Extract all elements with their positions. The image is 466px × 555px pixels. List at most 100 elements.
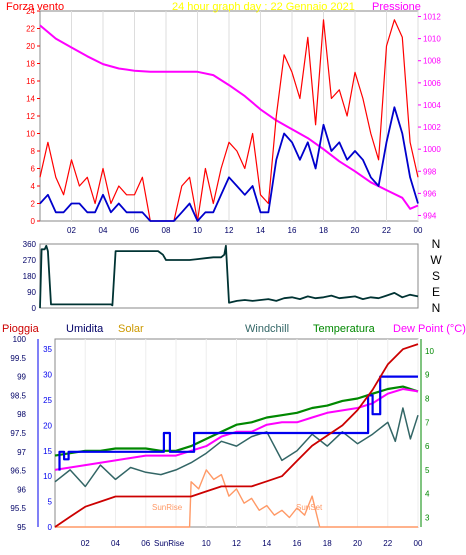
- wind-axis-tick-label: 14: [26, 95, 35, 104]
- pioggia-axis-tick-label: 0: [48, 523, 53, 532]
- weather-x-tick-label: 06: [141, 539, 150, 548]
- pressure-axis-tick-label: 994: [423, 211, 437, 220]
- wind-axis-tick-label: 0: [31, 217, 36, 226]
- wind-direction-line: [39, 244, 419, 309]
- weather-x-tick-label: 12: [232, 539, 241, 548]
- weather-x-tick-label: 14: [262, 539, 271, 548]
- wind-x-tick-label: 02: [67, 226, 76, 235]
- pioggia-axis-tick-label: 10: [43, 472, 52, 481]
- pressure-axis-tick-label: 1006: [423, 79, 441, 88]
- wind-x-tick-label: 14: [256, 226, 265, 235]
- weather-x-tick-label: 18: [323, 539, 332, 548]
- legend-pioggia: Pioggia: [2, 323, 40, 335]
- temperatura-axis-tick-label: 8: [425, 394, 430, 403]
- wind-axis-tick-label: 12: [26, 112, 35, 121]
- umidita-line: [58, 375, 418, 471]
- weather-x-tick-label: 22: [383, 539, 392, 548]
- wind-x-tick-label: 16: [288, 226, 297, 235]
- pioggia-line: [54, 343, 419, 528]
- direction-compass-label: S: [432, 269, 440, 283]
- pioggia-axis-tick-label: 15: [43, 447, 52, 456]
- umidita-axis-tick-label: 95: [17, 523, 26, 532]
- legend-umidita: Umidita: [66, 323, 104, 335]
- wind-average-line: [39, 106, 419, 222]
- umidita-axis-tick-label: 97: [17, 448, 26, 457]
- umidita-axis-tick-label: 99.5: [10, 354, 26, 363]
- legend-temperatura: Temperatura: [313, 323, 376, 335]
- umidita-axis-tick-label: 95.5: [10, 504, 26, 513]
- legend-windchill: Windchill: [245, 323, 289, 335]
- pressure-axis-title: Pressione: [372, 1, 421, 13]
- umidita-axis-tick-label: 98.5: [10, 391, 26, 400]
- pressure-axis-tick-label: 1010: [423, 35, 441, 44]
- temperatura-line: [54, 385, 419, 457]
- umidita-axis-tick-label: 97.5: [10, 429, 26, 438]
- umidita-axis-tick-label: 98: [17, 410, 26, 419]
- temperatura-axis-tick-label: 10: [425, 347, 434, 356]
- pioggia-axis-tick-label: 20: [43, 421, 52, 430]
- wind-axis-tick-label: 18: [26, 60, 35, 69]
- temperatura-axis-tick-label: 4: [425, 490, 430, 499]
- direction-axis-tick-label: 0: [32, 304, 37, 313]
- temperatura-axis-tick-label: 7: [425, 418, 430, 427]
- solar-line: [55, 469, 418, 528]
- wind-axis-tick-label: 20: [26, 42, 35, 51]
- legend-solar: Solar: [118, 323, 144, 335]
- weather-x-tick-label: 16: [293, 539, 302, 548]
- wind-axis-tick-label: 16: [26, 77, 35, 86]
- pressure-line: [39, 24, 419, 210]
- wind-axis-title: Forza vento: [6, 1, 64, 13]
- temperatura-axis-tick-label: 6: [425, 442, 430, 451]
- wind-axis-tick-label: 6: [31, 165, 36, 174]
- direction-compass-label: E: [432, 285, 440, 299]
- wind-x-tick-label: 12: [225, 226, 234, 235]
- direction-compass-label: N: [432, 301, 441, 315]
- pioggia-axis-tick-label: 30: [43, 371, 52, 380]
- pressure-axis-tick-label: 998: [423, 167, 437, 176]
- direction-compass-label: N: [432, 237, 441, 251]
- temperatura-axis-tick-label: 5: [425, 466, 430, 475]
- wind-axis-tick-label: 24: [26, 7, 35, 16]
- direction-compass-label: W: [430, 253, 442, 267]
- legend-dewpoint: Dew Point (°C): [393, 323, 466, 335]
- wind-x-tick-label: 22: [382, 226, 391, 235]
- sunrise-axis-label: SunRise: [154, 539, 185, 548]
- wind-axis-tick-label: 10: [26, 130, 35, 139]
- direction-axis-tick-label: 180: [23, 272, 37, 281]
- direction-axis-tick-label: 270: [23, 256, 37, 265]
- pressure-axis-tick-label: 1008: [423, 57, 441, 66]
- wind-axis-tick-label: 4: [31, 182, 36, 191]
- sunset-marker-label: SunSet: [296, 503, 323, 512]
- wind-axis-tick-label: 22: [26, 25, 35, 34]
- temperatura-axis-tick-label: 9: [425, 371, 430, 380]
- wind-x-tick-label: 00: [414, 226, 423, 235]
- dewpoint-line: [54, 388, 419, 471]
- pressure-axis-tick-label: 1002: [423, 123, 441, 132]
- pressure-axis-tick-label: 996: [423, 189, 437, 198]
- wind-axis-tick-label: 8: [31, 147, 36, 156]
- chart-title: 24 hour graph day : 22 Gennaio 2021: [172, 1, 355, 13]
- pressure-axis-tick-label: 1004: [423, 101, 441, 110]
- direction-axis-tick-label: 90: [27, 288, 36, 297]
- umidita-axis-tick-label: 96: [17, 485, 26, 494]
- weather-x-tick-label: 04: [111, 539, 120, 548]
- umidita-axis-tick-label: 96.5: [10, 467, 26, 476]
- direction-axis-tick-label: 360: [23, 240, 37, 249]
- wind-x-tick-label: 10: [193, 226, 202, 235]
- weather-x-tick-label: 00: [414, 539, 423, 548]
- wind-x-tick-label: 04: [99, 226, 108, 235]
- pioggia-axis-tick-label: 5: [48, 498, 53, 507]
- weather-x-tick-label: 02: [81, 539, 90, 548]
- pioggia-axis-tick-label: 25: [43, 396, 52, 405]
- wind-x-tick-label: 18: [319, 226, 328, 235]
- windchill-line: [54, 407, 419, 488]
- wind-x-tick-label: 20: [351, 226, 360, 235]
- wind-gust-line: [39, 19, 419, 222]
- weather-x-tick-label: 20: [353, 539, 362, 548]
- temperatura-axis-tick-label: 3: [425, 513, 430, 522]
- umidita-axis-tick-label: 99: [17, 373, 26, 382]
- wind-x-tick-label: 06: [130, 226, 139, 235]
- wind-axis-tick-label: 2: [31, 200, 36, 209]
